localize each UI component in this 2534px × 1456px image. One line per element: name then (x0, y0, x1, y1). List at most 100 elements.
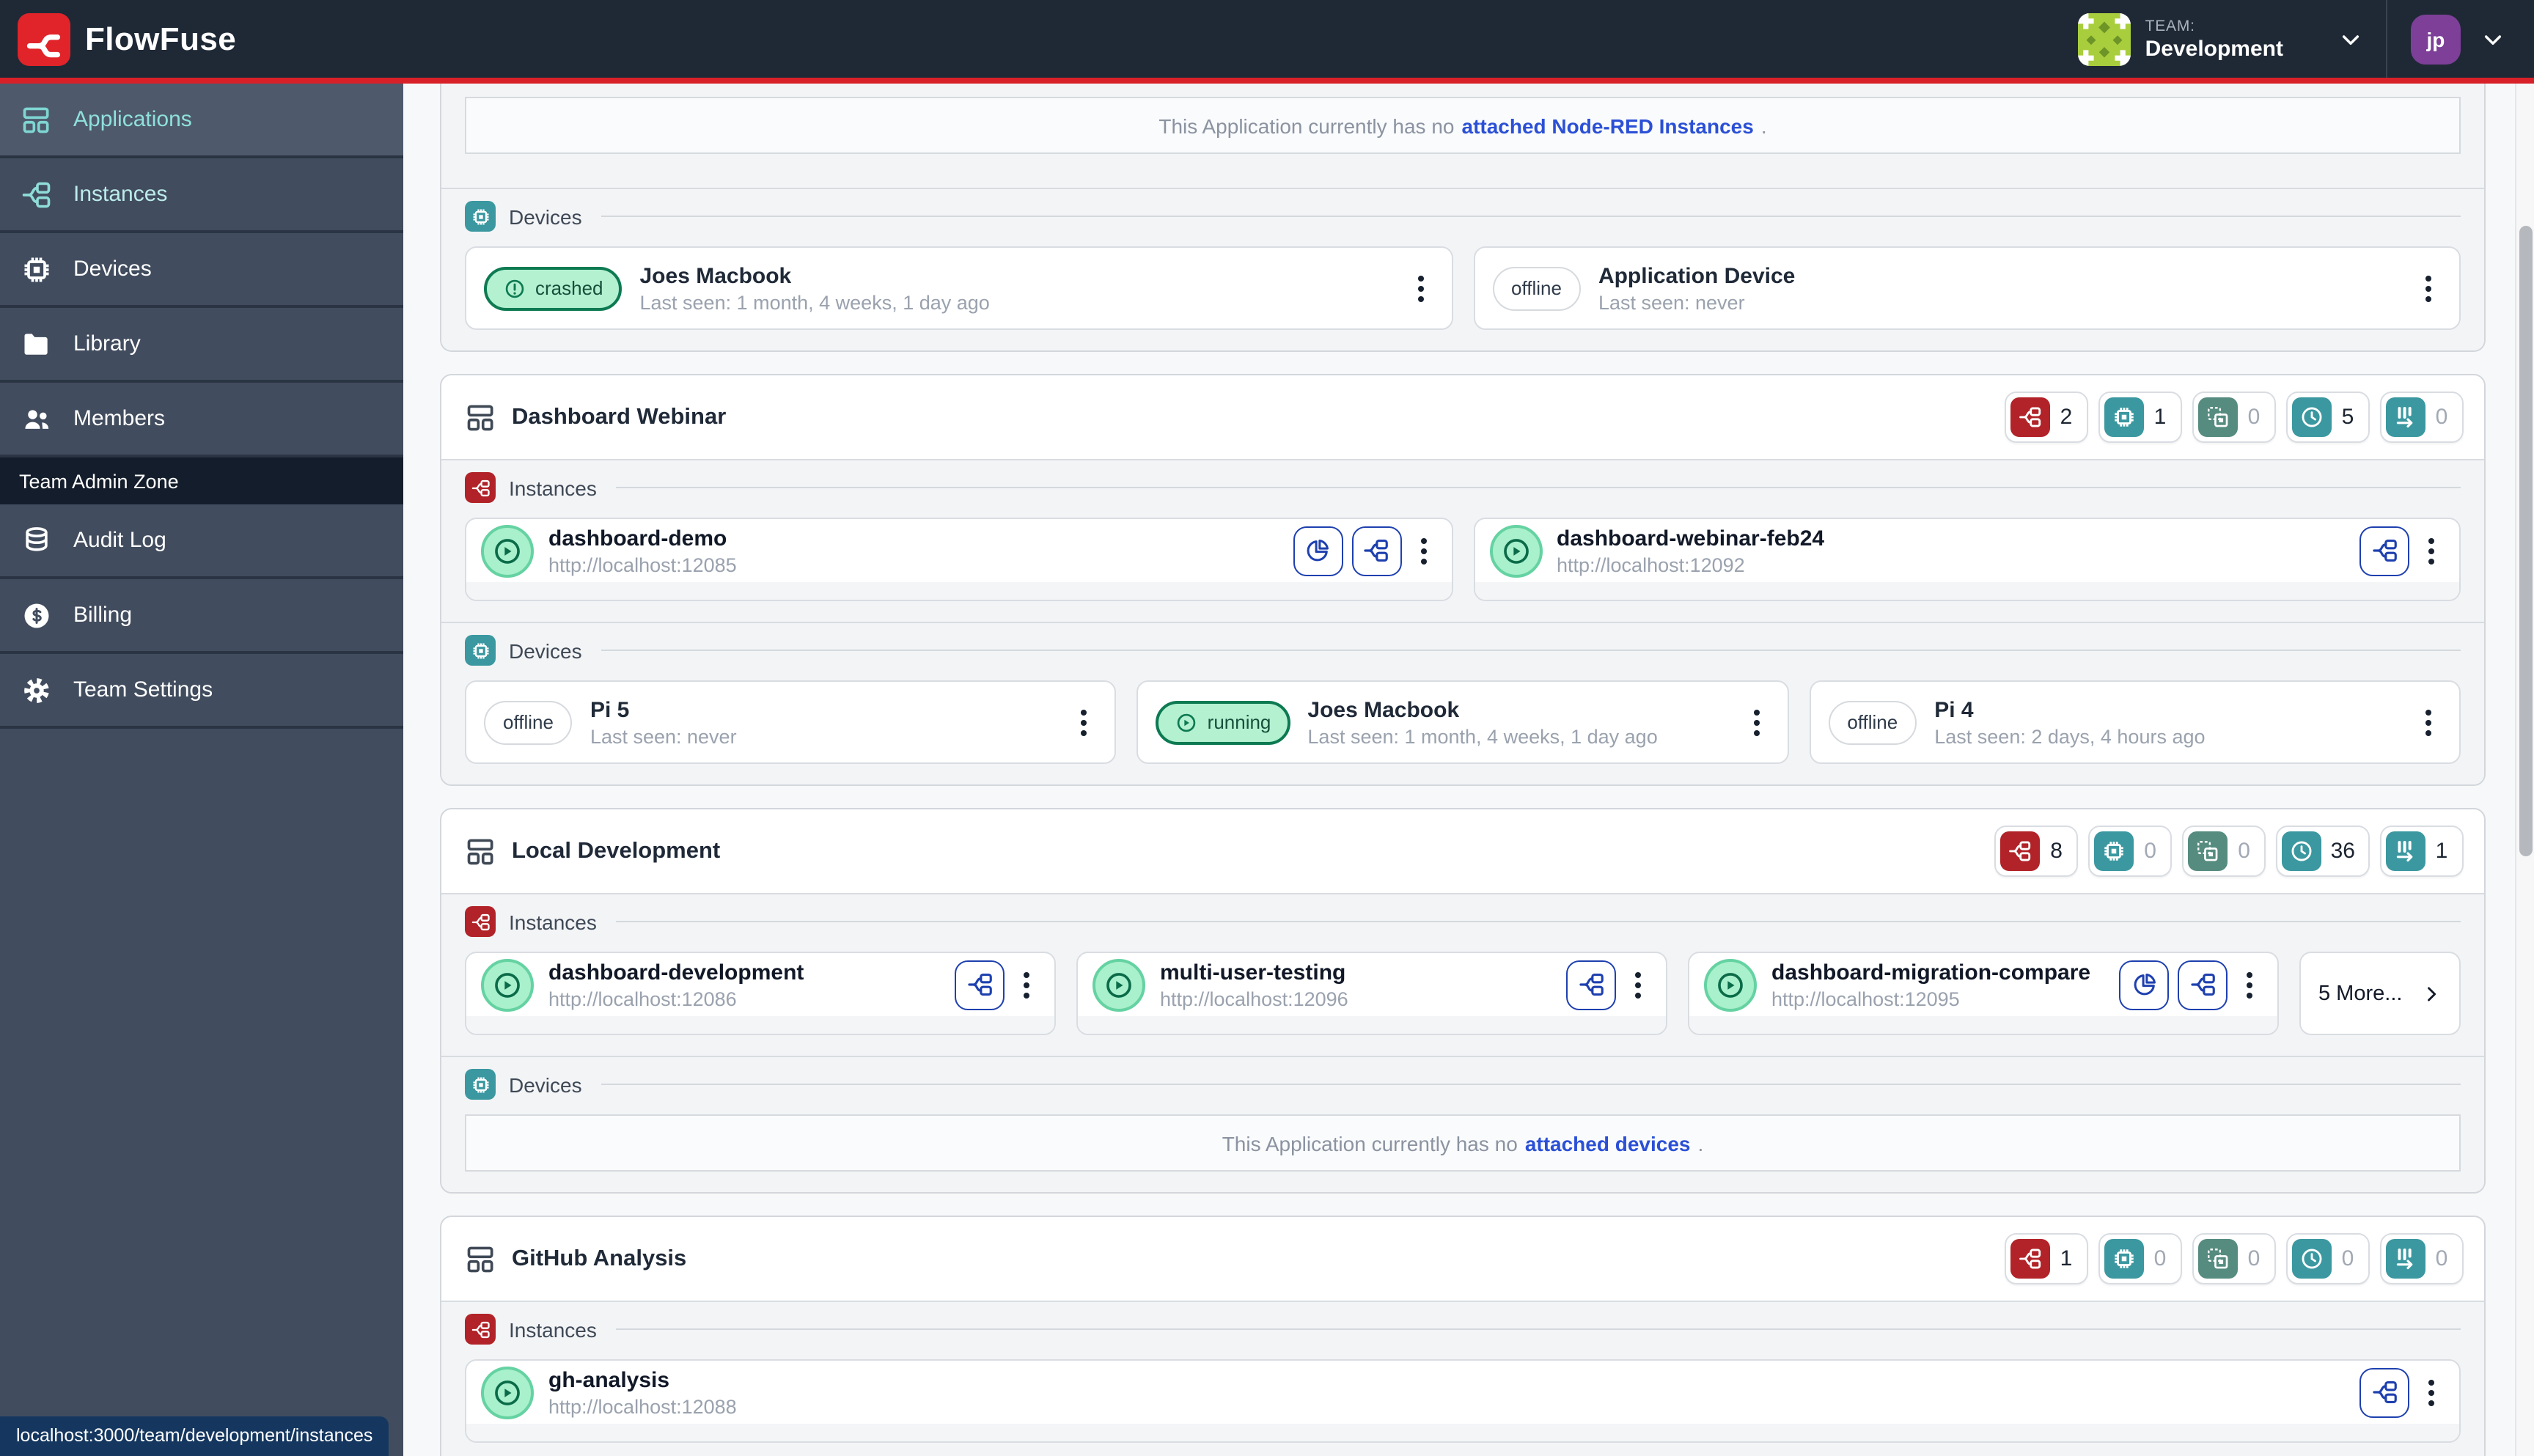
open-dashboard-button[interactable] (2119, 960, 2169, 1010)
clock-icon (2292, 1239, 2332, 1279)
instances-section: This Application currently has no attach… (441, 84, 2484, 188)
open-editor-button[interactable] (2359, 1367, 2409, 1417)
open-editor-button[interactable] (2178, 960, 2228, 1010)
user-menu[interactable]: jp (2411, 14, 2511, 64)
instance-card[interactable]: dashboard-demo http://localhost:12085 (465, 518, 1453, 601)
device-group-icon (2198, 1239, 2238, 1279)
instance-texts: dashboard-migration-compare http://local… (1771, 958, 2090, 1011)
badge-count: 8 (2050, 839, 2063, 864)
sidebar-item-team-settings[interactable]: Team Settings (0, 654, 403, 729)
chip-icon (2094, 831, 2134, 871)
sidebar-item-members[interactable]: Members (0, 383, 403, 457)
scrollbar-thumb[interactable] (2519, 226, 2533, 856)
application-icon (465, 1243, 497, 1275)
kebab-menu-button[interactable] (2418, 1370, 2445, 1414)
instance-url: http://localhost:12086 (548, 988, 737, 1010)
instances-grid: gh-analysis http://localhost:12088 (465, 1359, 2461, 1443)
chip-icon (465, 201, 496, 232)
device-status-pill: offline (484, 700, 573, 744)
snapshots-count-badge: 0 (2286, 1233, 2370, 1284)
device-texts: Joes Macbook Last seen: 1 month, 4 weeks… (640, 262, 990, 315)
instance-name: dashboard-webinar-feb24 (1557, 526, 1825, 551)
team-selector[interactable]: TEAM: Development (2078, 12, 2362, 65)
sidebar-item-library[interactable]: Library (0, 308, 403, 383)
chevron-right-icon (2421, 983, 2442, 1004)
more-instances-card[interactable]: 5 More... (2299, 952, 2461, 1035)
sidebar-item-audit-log[interactable]: Audit Log (0, 504, 403, 579)
kebab-menu-button[interactable] (2418, 529, 2445, 573)
device-card[interactable]: offline Pi 4 Last seen: 2 days, 4 hours … (1809, 680, 2461, 764)
section-label: Devices (509, 639, 582, 662)
open-editor-button[interactable] (2359, 526, 2409, 576)
instance-actions (2359, 1367, 2445, 1417)
instance-card[interactable]: dashboard-development http://localhost:1… (465, 952, 1056, 1035)
kebab-menu-button[interactable] (1071, 700, 1098, 744)
instance-card[interactable]: dashboard-webinar-feb24 http://localhost… (1473, 518, 2461, 601)
sidebar-item-applications[interactable]: Applications (0, 84, 403, 158)
kebab-menu-button[interactable] (1743, 700, 1769, 744)
devices-section: Devices offline Pi 5 Last seen: never (441, 622, 2484, 784)
node-red-icon (465, 906, 496, 937)
folder-icon (21, 328, 53, 360)
application-card: Dashboard Webinar 2 1 0 5 0 Instances (440, 374, 2486, 786)
instances-section: Instances dashboard-development http://l… (441, 893, 2484, 1056)
scrollbar[interactable] (2515, 84, 2534, 1456)
application-header[interactable]: GitHub Analysis 1 0 0 0 0 (441, 1217, 2484, 1301)
badge-count: 1 (2435, 839, 2448, 864)
flowfuse-logo-text: FlowFuse (85, 20, 237, 56)
instance-name: dashboard-migration-compare (1771, 960, 2091, 985)
open-editor-button[interactable] (1351, 526, 1401, 576)
instance-running-icon (1704, 958, 1757, 1011)
sidebar-item-devices[interactable]: Devices (0, 233, 403, 308)
badge-count: 0 (2153, 1246, 2167, 1271)
instances-count-badge: 1 (2005, 1233, 2088, 1284)
kebab-menu-button[interactable] (1410, 529, 1436, 573)
attached-instances-link[interactable]: attached Node-RED Instances (1461, 114, 1754, 137)
clock-icon (2292, 397, 2332, 437)
sidebar-item-billing[interactable]: Billing (0, 579, 403, 654)
device-last-seen: Last seen: 2 days, 4 hours ago (1934, 725, 2206, 747)
device-groups-count-badge: 0 (2192, 1233, 2276, 1284)
kebab-menu-button[interactable] (1013, 963, 1040, 1007)
application-header[interactable]: Local Development 8 0 0 36 1 (441, 809, 2484, 893)
sidebar-item-label: Audit Log (73, 528, 166, 553)
kebab-menu-button[interactable] (2415, 700, 2442, 744)
node-red-icon (2010, 1239, 2050, 1279)
device-card[interactable]: running Joes Macbook Last seen: 1 month,… (1136, 680, 1789, 764)
open-editor-button[interactable] (955, 960, 1005, 1010)
alert-circle-icon (503, 276, 526, 300)
open-dashboard-button[interactable] (1293, 526, 1343, 576)
section-label: Instances (509, 910, 597, 933)
device-name: Pi 4 (1934, 697, 1974, 722)
device-card[interactable]: offline Application Device Last seen: ne… (1473, 246, 2461, 330)
chevron-down-icon (2481, 27, 2505, 51)
device-status-pill: running (1156, 700, 1290, 744)
kebab-menu-button[interactable] (1625, 963, 1651, 1007)
devices-grid: crashed Joes Macbook Last seen: 1 month,… (465, 246, 2461, 330)
instance-name: gh-analysis (548, 1367, 670, 1392)
kebab-menu-button[interactable] (1407, 266, 1433, 310)
node-red-icon (966, 971, 994, 999)
flowfuse-logo[interactable]: FlowFuse (18, 12, 236, 65)
open-editor-button[interactable] (1566, 960, 1616, 1010)
instance-card[interactable]: gh-analysis http://localhost:12088 (465, 1359, 2461, 1443)
kebab-menu-button[interactable] (2415, 266, 2442, 310)
attached-devices-link[interactable]: attached devices (1524, 1131, 1691, 1155)
device-card[interactable]: crashed Joes Macbook Last seen: 1 month,… (465, 246, 1453, 330)
device-name: Joes Macbook (639, 263, 792, 288)
sidebar-item-instances[interactable]: Instances (0, 158, 403, 233)
node-red-icon (2370, 1378, 2398, 1406)
badge-count: 5 (2341, 405, 2354, 430)
instance-card[interactable]: dashboard-migration-compare http://local… (1688, 952, 2279, 1035)
application-header[interactable]: Dashboard Webinar 2 1 0 5 0 (441, 375, 2484, 459)
badge-count: 0 (2238, 839, 2250, 864)
instances-count-badge: 2 (2005, 391, 2088, 443)
instances-icon (21, 178, 53, 210)
instance-url: http://localhost:12092 (1557, 554, 1745, 576)
kebab-menu-button[interactable] (2236, 963, 2263, 1007)
device-last-seen: Last seen: 1 month, 4 weeks, 1 day ago (639, 291, 990, 313)
instance-card[interactable]: multi-user-testing http://localhost:1209… (1076, 952, 1667, 1035)
badge-count: 0 (2435, 405, 2448, 430)
device-card[interactable]: offline Pi 5 Last seen: never (465, 680, 1117, 764)
